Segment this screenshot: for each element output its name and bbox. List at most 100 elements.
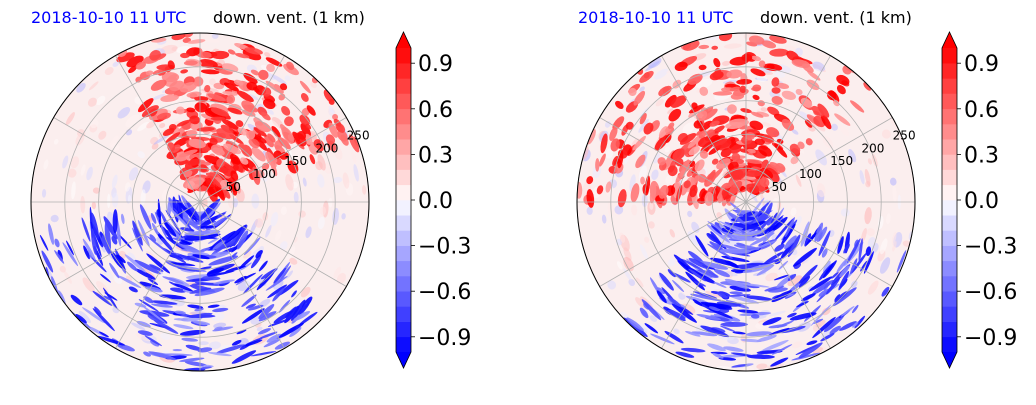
field-speckle bbox=[171, 46, 178, 52]
negative-cell bbox=[644, 323, 659, 334]
positive-cell bbox=[725, 179, 736, 189]
negative-cell bbox=[750, 314, 760, 319]
positive-cell bbox=[633, 90, 646, 106]
field-speckle bbox=[687, 210, 693, 218]
negative-cell bbox=[170, 287, 186, 293]
field-speckle bbox=[721, 60, 731, 66]
negative-cell bbox=[258, 304, 275, 320]
positive-cell bbox=[250, 69, 260, 76]
polar-heatmap-chart: 50 100 150 200 250 0.9 0.6 0.3 0.0 −0.3 −0.6 −0.9 bbox=[30, 31, 471, 372]
colorbar-level bbox=[396, 63, 411, 79]
negative-cell bbox=[697, 269, 719, 278]
angular-gridline bbox=[199, 201, 285, 349]
field-speckle bbox=[317, 154, 326, 171]
positive-cell bbox=[752, 94, 760, 101]
negative-cell bbox=[143, 296, 154, 304]
negative-cell bbox=[132, 227, 143, 252]
positive-cell bbox=[128, 65, 137, 74]
positive-cell bbox=[221, 63, 239, 73]
positive-cell bbox=[820, 114, 832, 130]
polar-heatmap-chart: 50 100 150 200 250 0.9 0.6 0.3 0.0 −0.3 −0.6 −0.9 bbox=[576, 31, 1017, 372]
field-speckle bbox=[638, 165, 647, 182]
negative-cell bbox=[173, 324, 194, 330]
negative-cell bbox=[174, 310, 186, 315]
negative-cell bbox=[146, 253, 171, 274]
field-speckle bbox=[639, 244, 649, 260]
field-speckle bbox=[756, 75, 768, 82]
angular-gridline bbox=[745, 117, 893, 203]
positive-cell bbox=[266, 63, 275, 73]
negative-cell bbox=[298, 302, 310, 315]
angular-gridline bbox=[661, 55, 747, 203]
field-speckle bbox=[774, 70, 786, 78]
positive-cell bbox=[253, 136, 268, 151]
field-speckle bbox=[756, 363, 768, 370]
positive-cell bbox=[689, 160, 696, 168]
positive-cell bbox=[805, 138, 813, 146]
positive-cell bbox=[238, 143, 246, 150]
positive-cell bbox=[297, 130, 307, 140]
positive-cell bbox=[698, 130, 707, 139]
negative-cell bbox=[706, 224, 731, 243]
negative-cell bbox=[250, 351, 277, 357]
positive-cell bbox=[196, 127, 215, 132]
positive-cell bbox=[687, 73, 703, 85]
field-speckle bbox=[98, 130, 107, 140]
colorbar-tick-label: −0.3 bbox=[964, 235, 1017, 260]
negative-cell bbox=[816, 226, 828, 243]
negative-cell bbox=[685, 271, 706, 291]
negative-cell bbox=[81, 307, 106, 324]
positive-cell bbox=[207, 93, 226, 102]
negative-cell bbox=[192, 320, 211, 326]
negative-cell bbox=[736, 242, 746, 246]
field-speckle bbox=[667, 259, 676, 267]
negative-cell bbox=[194, 307, 204, 312]
negative-cell bbox=[258, 311, 277, 322]
field-speckle bbox=[43, 159, 49, 170]
field-speckle bbox=[91, 201, 97, 210]
negative-cell bbox=[695, 235, 709, 257]
negative-cell bbox=[812, 279, 834, 295]
negative-cell bbox=[147, 314, 164, 323]
field-speckle bbox=[70, 156, 80, 169]
negative-cell bbox=[791, 352, 821, 361]
field-speckle bbox=[211, 33, 219, 39]
positive-cell bbox=[595, 158, 600, 172]
positive-cell bbox=[834, 113, 851, 126]
colorbar-level bbox=[942, 230, 957, 246]
positive-cell bbox=[625, 121, 634, 130]
field-speckle bbox=[333, 176, 343, 184]
negative-cell bbox=[739, 283, 770, 288]
negative-cell bbox=[162, 276, 184, 284]
positive-cell bbox=[850, 100, 865, 113]
field-speckle bbox=[92, 187, 101, 194]
negative-cell bbox=[837, 236, 844, 254]
positive-cell bbox=[194, 102, 208, 113]
negative-cell bbox=[800, 221, 810, 247]
negative-cell bbox=[680, 258, 704, 271]
field-speckle bbox=[80, 195, 86, 214]
field-speckle bbox=[351, 151, 357, 164]
field-speckle bbox=[78, 310, 91, 324]
negative-cell bbox=[792, 247, 817, 267]
field-speckle bbox=[88, 81, 99, 91]
field-speckle bbox=[696, 79, 713, 89]
negative-cell bbox=[821, 248, 828, 258]
negative-cell bbox=[48, 223, 54, 245]
negative-cell bbox=[756, 334, 777, 342]
field-speckle bbox=[790, 207, 797, 217]
negative-cell bbox=[773, 274, 790, 281]
positive-cell bbox=[765, 164, 781, 175]
negative-cell bbox=[116, 254, 126, 264]
polar-outline bbox=[576, 32, 916, 372]
field-speckle bbox=[667, 108, 674, 114]
negative-cell bbox=[710, 231, 723, 247]
field-speckle bbox=[111, 174, 118, 189]
negative-cell bbox=[99, 273, 111, 283]
colorbar-level bbox=[942, 200, 957, 216]
positive-cell bbox=[586, 176, 594, 185]
negative-cell bbox=[780, 242, 794, 259]
positive-cell bbox=[210, 116, 226, 121]
field-speckle bbox=[317, 216, 325, 230]
colorbar-outline bbox=[941, 31, 958, 369]
